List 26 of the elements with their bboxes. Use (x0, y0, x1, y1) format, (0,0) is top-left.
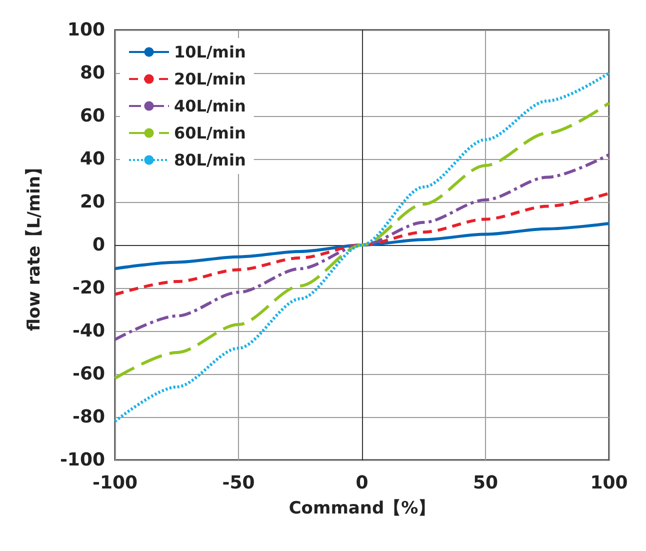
y-tick-label: 60 (80, 106, 105, 126)
y-tick-label: -20 (72, 278, 105, 298)
line-series (114, 153, 610, 342)
line-series (114, 72, 610, 423)
legend-label: 20L/min (174, 70, 246, 88)
y-axis-title: flow rate【L/min】 (24, 158, 44, 332)
x-tick-label: -50 (222, 472, 255, 494)
y-tick-label: 0 (92, 234, 105, 256)
y-tick-label: 100 (67, 20, 105, 40)
legend-label: 10L/min (174, 42, 246, 62)
y-tick-label: -100 (60, 450, 105, 470)
y-tick-label: -40 (72, 320, 105, 342)
legend-label: 60L/min (174, 124, 246, 142)
y-tick-label: -60 (72, 364, 105, 384)
y-tick-label: 20 (80, 192, 105, 212)
legend-label: 40L/min (174, 96, 246, 116)
y-tick-label: 40 (80, 148, 105, 170)
x-tick-label: 50 (472, 472, 498, 494)
y-tick-label: -80 (72, 406, 105, 428)
y-tick-label: 80 (80, 62, 105, 84)
x-tick-label: 100 (590, 472, 628, 494)
legend-label: 80L/min (174, 150, 246, 170)
line-series (114, 192, 610, 296)
x-axis-title: Command【%】 (288, 498, 436, 518)
line-series (114, 222, 610, 270)
x-tick-label: 0 (356, 472, 368, 494)
